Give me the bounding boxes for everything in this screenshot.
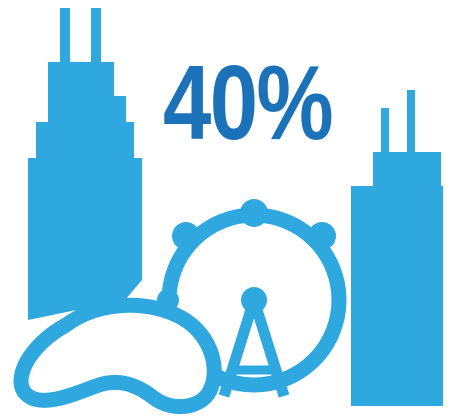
- skyscraper-right-icon: [351, 90, 443, 406]
- percentage-stat: 40%: [163, 44, 334, 162]
- ferris-wheel-icon: [157, 199, 347, 398]
- skyscraper-left-icon: [28, 8, 142, 320]
- cloud-gate-bean-icon: [13, 297, 222, 415]
